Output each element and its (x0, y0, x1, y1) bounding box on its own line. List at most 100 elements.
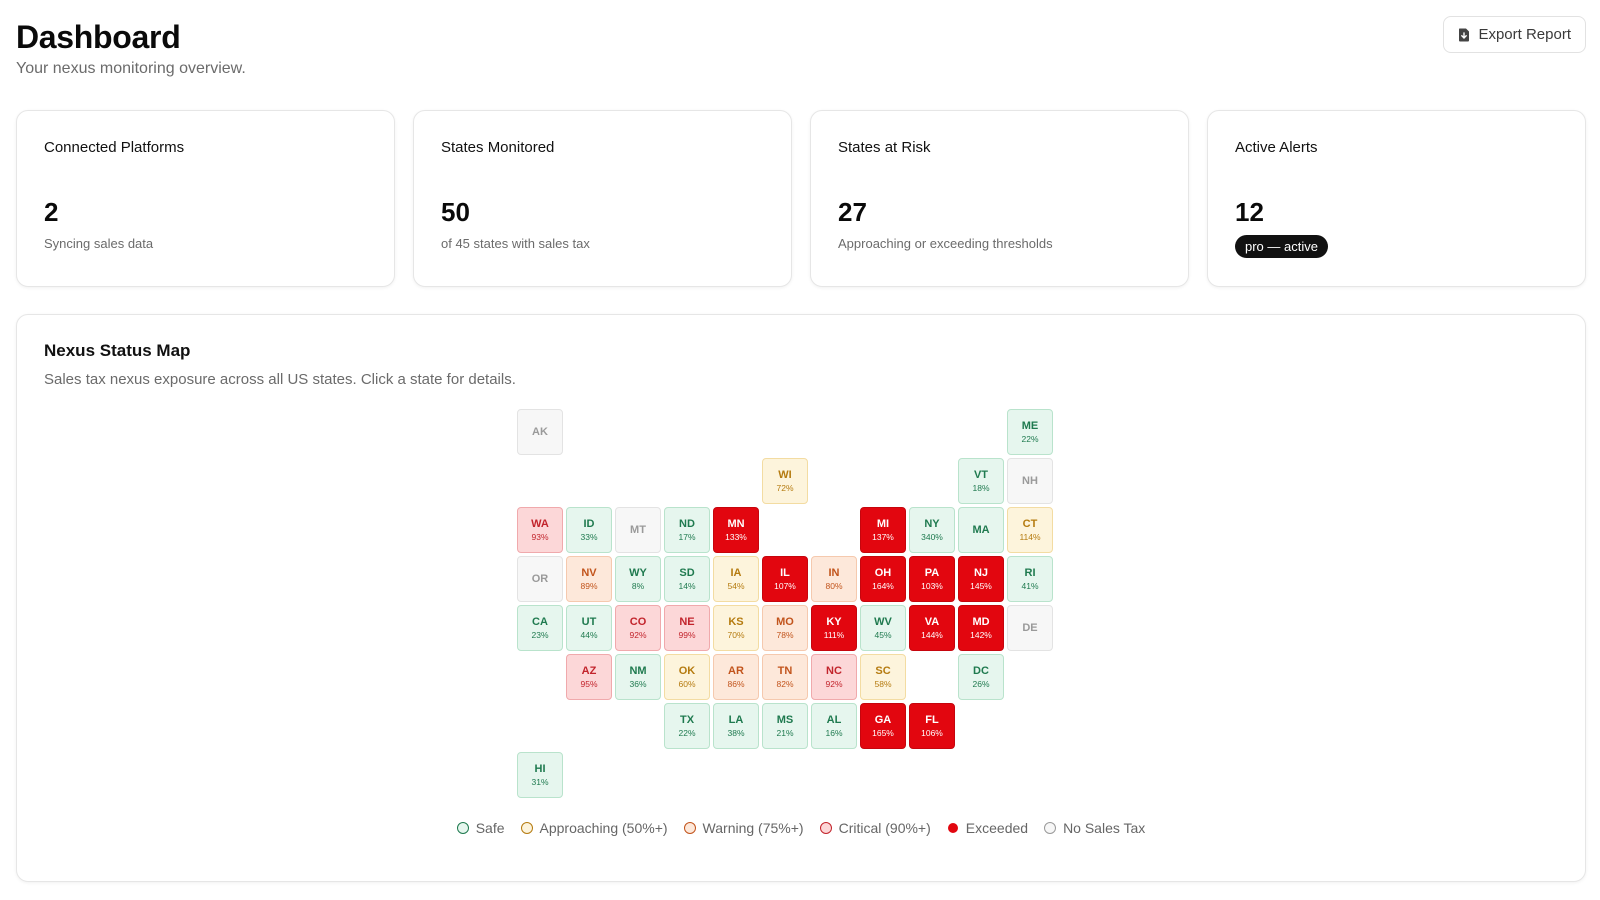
state-tile-me[interactable]: ME 22% (1007, 409, 1053, 455)
legend-label: Critical (90%+) (838, 820, 931, 836)
state-tile-la[interactable]: LA 38% (713, 703, 759, 749)
state-abbr: CT (1022, 517, 1038, 530)
state-tile-ia[interactable]: IA 54% (713, 556, 759, 602)
state-tile-md[interactable]: MD 142% (958, 605, 1004, 651)
state-tile-fl[interactable]: FL 106% (909, 703, 955, 749)
state-tile-tx[interactable]: TX 22% (664, 703, 710, 749)
state-percent: 16% (825, 727, 843, 738)
state-percent: 95% (580, 678, 598, 689)
state-percent: 72% (776, 482, 794, 493)
state-tile-ca[interactable]: CA 23% (517, 605, 563, 651)
export-report-label: Export Report (1478, 26, 1571, 43)
state-tile-ga[interactable]: GA 165% (860, 703, 906, 749)
state-tile-ut[interactable]: UT 44% (566, 605, 612, 651)
state-percent: 137% (872, 531, 894, 542)
state-tile-al[interactable]: AL 16% (811, 703, 857, 749)
state-abbr: LA (728, 713, 744, 726)
state-tile-nd[interactable]: ND 17% (664, 507, 710, 553)
state-tile-ky[interactable]: KY 111% (811, 605, 857, 651)
state-abbr: DC (973, 664, 989, 677)
state-abbr: IL (780, 566, 790, 579)
state-percent: 106% (921, 727, 943, 738)
stats-row: Connected Platforms 2 Syncing sales data… (16, 110, 1586, 287)
export-report-button[interactable]: Export Report (1443, 16, 1586, 53)
state-tile-in[interactable]: IN 80% (811, 556, 857, 602)
map-subtitle: Sales tax nexus exposure across all US s… (44, 371, 516, 388)
state-abbr: PA (924, 566, 940, 579)
state-tile-ar[interactable]: AR 86% (713, 654, 759, 700)
state-percent: 38% (727, 727, 745, 738)
state-tile-ma[interactable]: MA (958, 507, 1004, 553)
state-percent: 60% (678, 678, 696, 689)
state-tile-sc[interactable]: SC 58% (860, 654, 906, 700)
state-tile-wv[interactable]: WV 45% (860, 605, 906, 651)
state-tile-mo[interactable]: MO 78% (762, 605, 808, 651)
state-tile-or[interactable]: OR (517, 556, 563, 602)
state-tile-nh[interactable]: NH (1007, 458, 1053, 504)
state-abbr: ID (583, 517, 595, 530)
stat-card-connected-platforms: Connected Platforms 2 Syncing sales data (16, 110, 395, 287)
state-abbr: GA (874, 713, 892, 726)
state-abbr: DE (1022, 621, 1038, 634)
state-percent: 165% (872, 727, 894, 738)
state-percent: 144% (921, 629, 943, 640)
state-tile-oh[interactable]: OH 164% (860, 556, 906, 602)
state-abbr: SD (679, 566, 695, 579)
state-abbr: NY (924, 517, 940, 530)
state-tile-ak[interactable]: AK (517, 409, 563, 455)
state-tile-va[interactable]: VA 144% (909, 605, 955, 651)
state-tile-wi[interactable]: WI 72% (762, 458, 808, 504)
state-percent: 70% (727, 629, 745, 640)
state-percent: 44% (580, 629, 598, 640)
state-tile-id[interactable]: ID 33% (566, 507, 612, 553)
state-abbr: MN (727, 517, 745, 530)
state-percent: 78% (776, 629, 794, 640)
state-percent: 14% (678, 580, 696, 591)
state-tile-nj[interactable]: NJ 145% (958, 556, 1004, 602)
state-tile-hi[interactable]: HI 31% (517, 752, 563, 798)
state-tile-sd[interactable]: SD 14% (664, 556, 710, 602)
state-abbr: WY (629, 566, 647, 579)
state-tile-wy[interactable]: WY 8% (615, 556, 661, 602)
state-percent: 33% (580, 531, 598, 542)
state-abbr: ME (1021, 419, 1039, 432)
state-abbr: NC (826, 664, 842, 677)
state-tile-wa[interactable]: WA 93% (517, 507, 563, 553)
state-tile-pa[interactable]: PA 103% (909, 556, 955, 602)
legend-label: Exceeded (965, 820, 1029, 836)
state-tile-nv[interactable]: NV 89% (566, 556, 612, 602)
state-tile-az[interactable]: AZ 95% (566, 654, 612, 700)
state-abbr: AR (728, 664, 744, 677)
stat-value: 50 (441, 197, 470, 227)
state-tile-co[interactable]: CO 92% (615, 605, 661, 651)
state-tile-ok[interactable]: OK 60% (664, 654, 710, 700)
state-tile-tn[interactable]: TN 82% (762, 654, 808, 700)
state-tile-il[interactable]: IL 107% (762, 556, 808, 602)
legend-item-critical: Critical (90%+) (819, 820, 931, 836)
state-tile-nc[interactable]: NC 92% (811, 654, 857, 700)
state-tile-de[interactable]: DE (1007, 605, 1053, 651)
state-tile-ks[interactable]: KS 70% (713, 605, 759, 651)
legend-swatch (456, 822, 469, 834)
state-tile-vt[interactable]: VT 18% (958, 458, 1004, 504)
state-tile-ny[interactable]: NY 340% (909, 507, 955, 553)
state-percent: 36% (629, 678, 647, 689)
legend-swatch (520, 822, 533, 834)
state-percent: 21% (776, 727, 794, 738)
state-tile-ne[interactable]: NE 99% (664, 605, 710, 651)
state-tile-dc[interactable]: DC 26% (958, 654, 1004, 700)
legend-label: Safe (475, 820, 505, 836)
state-percent: 133% (725, 531, 747, 542)
state-tile-mn[interactable]: MN 133% (713, 507, 759, 553)
state-tile-ct[interactable]: CT 114% (1007, 507, 1053, 553)
state-tile-ms[interactable]: MS 21% (762, 703, 808, 749)
state-percent: 58% (874, 678, 892, 689)
state-tile-ri[interactable]: RI 41% (1007, 556, 1053, 602)
state-tile-mt[interactable]: MT (615, 507, 661, 553)
state-abbr: TX (679, 713, 695, 726)
state-tile-nm[interactable]: NM 36% (615, 654, 661, 700)
stat-title: States at Risk (838, 139, 931, 156)
state-abbr: NJ (973, 566, 989, 579)
page-subtitle: Your nexus monitoring overview. (16, 60, 246, 77)
state-tile-mi[interactable]: MI 137% (860, 507, 906, 553)
